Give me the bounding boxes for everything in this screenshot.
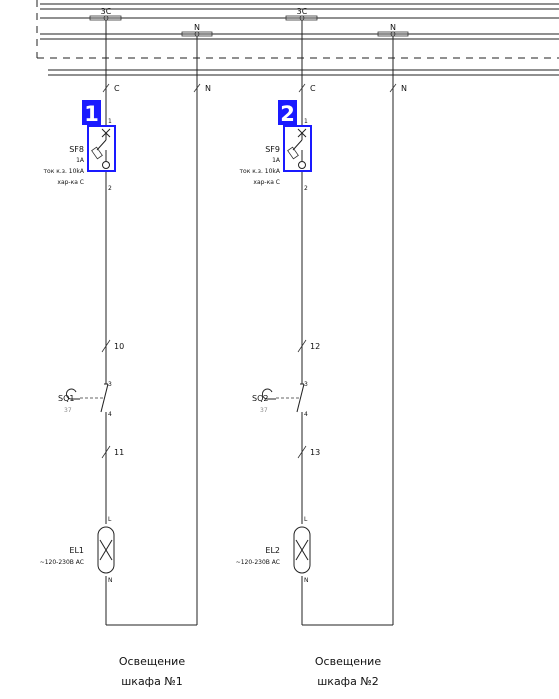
circuit-1: 3C N C N 1 1 2 SF8 1A [40,7,213,688]
lamp-2-rating: ~120-230В AC [236,559,280,566]
breaker-sf9: 2 1 2 SF9 1A ток к.з. 10kA хар-ка C [240,100,312,192]
svg-text:L: L [108,516,112,523]
phase-tap-label-2: 3C [297,7,308,16]
limit-switch-icon-2 [261,388,273,400]
caption-1-line2: шкафа №1 [121,675,183,688]
lamp-2-name: EL2 [265,546,280,555]
neutral-drop-label-2: N [401,84,407,93]
breaker-2-current: 1A [272,157,281,164]
phase-tap-label-1: 3C [101,7,112,16]
wire-number-11: 11 [114,448,124,457]
switch-sq1: 3 4 SQ1 37 [58,381,112,418]
svg-text:2: 2 [108,185,112,192]
switch-2-ref: 37 [260,407,268,414]
breaker-1-highlight [87,125,116,172]
neutral-tap-label-2: N [390,23,396,32]
svg-text:N: N [304,577,309,584]
limit-switch-icon-1 [65,388,77,400]
switch-sq2: 3 4 SQ2 37 [252,381,308,418]
lamp-el2: L N EL2 ~120-230В AC [236,516,311,584]
neutral-tap-label-1: N [194,23,200,32]
lamp-el1: L N EL1 ~120-230В AC [40,516,115,584]
lamp-1-name: EL1 [69,546,84,555]
caption-2-line2: шкафа №2 [317,675,379,688]
bus-section [36,0,559,76]
breaker-1-current: 1A [76,157,85,164]
svg-text:N: N [108,577,113,584]
badge-1 [82,100,101,125]
phase-drop-label-1: C [114,84,120,93]
wire-number-13: 13 [310,448,320,457]
breaker-sf8: 1 1 2 SF8 1A ток к.з. 10kA хар-ка C [44,100,116,192]
caption-2-line1: Освещение [315,655,381,668]
circuit-2: 3C N C N 2 1 2 SF9 1A ток к.з. [236,7,409,688]
svg-text:3: 3 [304,381,308,388]
breaker-2-characteristic: хар-ка C [253,179,280,186]
wire-number-12: 12 [310,342,320,351]
caption-1-line1: Освещение [119,655,185,668]
lamp-1-body [97,526,115,574]
breaker-1-name: SF8 [69,145,84,154]
breaker-2-highlight [283,125,312,172]
breaker-1-characteristic: хар-ка C [57,179,84,186]
badge-2 [278,100,297,125]
svg-text:2: 2 [304,185,308,192]
svg-text:L: L [304,516,308,523]
switch-2-name: SQ2 [252,394,268,403]
svg-text:4: 4 [304,411,308,418]
lamp-2-body [293,526,311,574]
wire-number-10: 10 [114,342,124,351]
phase-drop-label-2: C [310,84,316,93]
svg-text:1: 1 [108,118,112,125]
switch-1-ref: 37 [64,407,72,414]
lamp-1-rating: ~120-230В AC [40,559,84,566]
badge-1-number: 1 [84,102,99,126]
breaker-2-short-circuit: ток к.з. 10kA [240,168,281,175]
svg-text:3: 3 [108,381,112,388]
svg-text:4: 4 [108,411,112,418]
breaker-1-short-circuit: ток к.з. 10kA [44,168,85,175]
neutral-drop-label-1: N [205,84,211,93]
breaker-2-name: SF9 [265,145,280,154]
switch-1-name: SQ1 [58,394,74,403]
svg-text:1: 1 [304,118,308,125]
badge-2-number: 2 [280,102,295,126]
